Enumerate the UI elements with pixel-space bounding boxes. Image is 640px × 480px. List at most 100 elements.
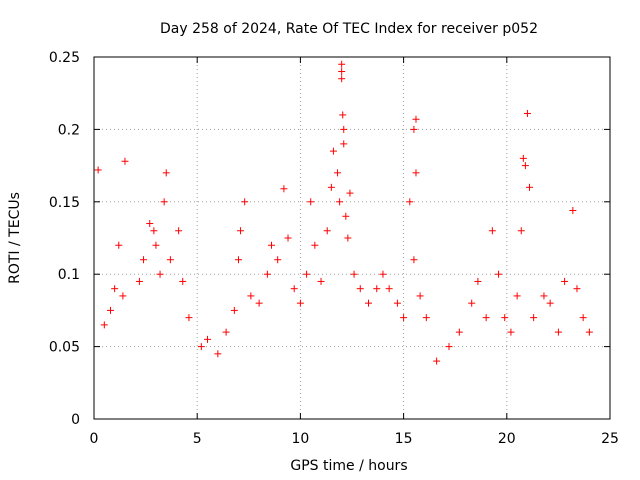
y-axis-title: ROTI / TECUs bbox=[7, 192, 23, 284]
data-point bbox=[162, 169, 170, 177]
chart-title: Day 258 of 2024, Rate Of TEC Index for r… bbox=[160, 21, 538, 37]
data-point bbox=[222, 328, 230, 336]
data-point bbox=[482, 314, 490, 322]
data-point bbox=[160, 198, 168, 206]
data-point bbox=[346, 189, 354, 197]
data-point bbox=[519, 154, 527, 162]
data-point bbox=[241, 198, 249, 206]
data-point bbox=[412, 169, 420, 177]
data-point bbox=[303, 270, 311, 278]
x-axis-title: GPS time / hours bbox=[290, 458, 407, 474]
data-point bbox=[350, 270, 358, 278]
data-point bbox=[338, 60, 346, 68]
data-point bbox=[140, 256, 148, 264]
data-point bbox=[204, 335, 212, 343]
data-point bbox=[356, 285, 364, 293]
data-point bbox=[416, 292, 424, 300]
y-tick-label: 0.1 bbox=[58, 267, 80, 283]
data-point bbox=[307, 198, 315, 206]
data-point bbox=[323, 227, 331, 235]
data-point bbox=[311, 241, 319, 249]
data-point bbox=[373, 285, 381, 293]
data-point bbox=[334, 169, 342, 177]
data-point bbox=[406, 198, 414, 206]
data-point bbox=[336, 198, 344, 206]
data-point bbox=[495, 270, 503, 278]
data-point bbox=[445, 343, 453, 351]
y-tick-label: 0.15 bbox=[49, 195, 80, 211]
data-point bbox=[523, 109, 531, 117]
data-point bbox=[579, 314, 587, 322]
data-point bbox=[166, 256, 174, 264]
data-point bbox=[197, 343, 205, 351]
data-point bbox=[530, 314, 538, 322]
data-point bbox=[263, 270, 271, 278]
x-tick-label: 15 bbox=[395, 431, 413, 447]
data-point bbox=[379, 270, 387, 278]
data-point bbox=[100, 321, 108, 329]
x-tick-label: 0 bbox=[90, 431, 99, 447]
data-point bbox=[237, 227, 245, 235]
data-point bbox=[179, 277, 187, 285]
x-tick-label: 25 bbox=[601, 431, 619, 447]
data-point bbox=[284, 234, 292, 242]
data-point bbox=[433, 357, 441, 365]
data-point bbox=[280, 185, 288, 193]
data-point bbox=[329, 147, 337, 155]
data-point bbox=[344, 234, 352, 242]
data-point bbox=[455, 328, 463, 336]
data-point bbox=[185, 314, 193, 322]
data-point bbox=[338, 75, 346, 83]
x-tick-label: 10 bbox=[291, 431, 309, 447]
y-tick-label: 0.25 bbox=[49, 50, 80, 66]
data-point bbox=[540, 292, 548, 300]
data-point bbox=[501, 314, 509, 322]
data-point bbox=[554, 328, 562, 336]
grid bbox=[94, 57, 610, 419]
data-point bbox=[573, 285, 581, 293]
data-point bbox=[135, 277, 143, 285]
data-point bbox=[146, 220, 154, 228]
data-point bbox=[513, 292, 521, 300]
data-point bbox=[365, 299, 373, 307]
data-point bbox=[410, 256, 418, 264]
data-point bbox=[517, 227, 525, 235]
data-point bbox=[410, 125, 418, 133]
data-point bbox=[340, 140, 348, 148]
data-point bbox=[474, 277, 482, 285]
data-point bbox=[94, 166, 102, 174]
data-point bbox=[412, 115, 420, 123]
data-point bbox=[111, 285, 119, 293]
data-point bbox=[121, 157, 129, 165]
data-point bbox=[339, 111, 347, 119]
data-point bbox=[507, 328, 515, 336]
data-point bbox=[400, 314, 408, 322]
data-point bbox=[230, 306, 238, 314]
y-tick-label: 0.05 bbox=[49, 340, 80, 356]
data-point bbox=[521, 162, 529, 170]
data-point bbox=[340, 125, 348, 133]
data-point bbox=[327, 183, 335, 191]
x-tick-label: 5 bbox=[193, 431, 202, 447]
data-point bbox=[214, 350, 222, 358]
data-point bbox=[561, 277, 569, 285]
data-point bbox=[150, 227, 158, 235]
data-point bbox=[152, 241, 160, 249]
y-tick-label: 0 bbox=[71, 412, 80, 428]
data-point bbox=[546, 299, 554, 307]
data-point bbox=[107, 306, 115, 314]
x-tick-label: 20 bbox=[498, 431, 516, 447]
data-point bbox=[569, 206, 577, 214]
data-point bbox=[156, 270, 164, 278]
data-point bbox=[296, 299, 304, 307]
data-point bbox=[585, 328, 593, 336]
data-point bbox=[338, 67, 346, 75]
data-point bbox=[290, 285, 298, 293]
data-point bbox=[255, 299, 263, 307]
axis-ticks: 0 5 10 15 20 25 0 0.05 0.1 0.15 0.2 0.25 bbox=[49, 50, 619, 447]
data-point bbox=[234, 256, 242, 264]
data-point bbox=[488, 227, 496, 235]
data-point bbox=[342, 212, 350, 220]
data-point bbox=[422, 314, 430, 322]
